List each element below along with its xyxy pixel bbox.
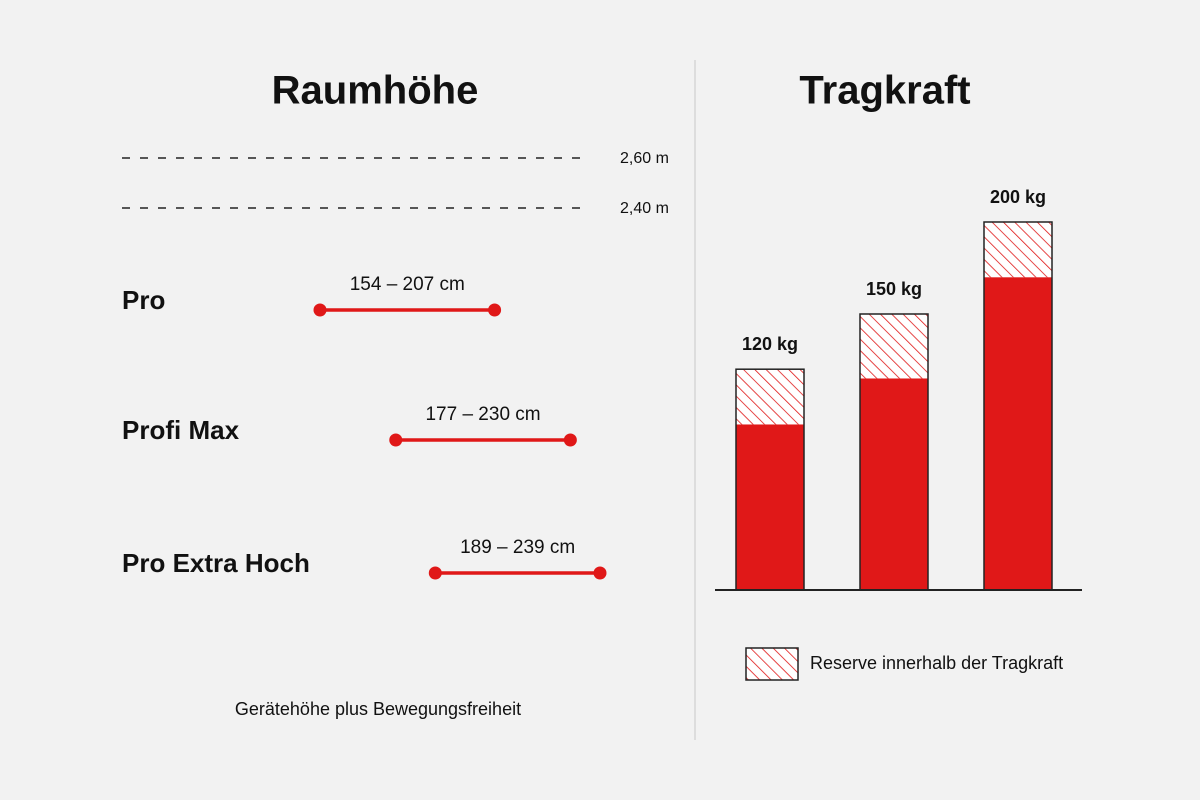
- category-label: Pro: [122, 285, 165, 315]
- reserve-segment: [736, 369, 804, 425]
- chart-title: Tragkraft: [799, 69, 970, 113]
- value-label: 189 – 239 cm: [460, 537, 575, 558]
- range-end: [593, 566, 607, 580]
- legend-swatch: [745, 647, 799, 681]
- total-label: 120 kg: [742, 334, 798, 354]
- value-label: 154 – 207 cm: [350, 274, 465, 295]
- range-start: [389, 433, 403, 447]
- reference-label: 2,60 m: [620, 150, 669, 167]
- note: Gerätehöhe plus Bewegungsfreiheit: [235, 699, 521, 719]
- category-label: Pro Extra Hoch: [122, 548, 310, 578]
- total-label: 150 kg: [866, 279, 922, 299]
- reserve-segment: [984, 222, 1052, 278]
- range-end: [563, 433, 577, 447]
- value-label: 177 – 230 cm: [425, 404, 540, 425]
- legend-label: Reserve innerhalb der Tragkraft: [810, 653, 1063, 673]
- bar-segment: [736, 424, 804, 590]
- range-start: [313, 303, 327, 317]
- bar-segment: [984, 277, 1052, 590]
- bar-segment: [860, 378, 928, 590]
- category-label: Profi Max: [122, 415, 240, 445]
- chart-title: Raumhöhe: [272, 69, 479, 113]
- range-start: [428, 566, 442, 580]
- reserve-segment: [860, 314, 928, 379]
- range-end: [488, 303, 502, 317]
- reference-label: 2,40 m: [620, 200, 669, 217]
- total-label: 200 kg: [990, 187, 1046, 207]
